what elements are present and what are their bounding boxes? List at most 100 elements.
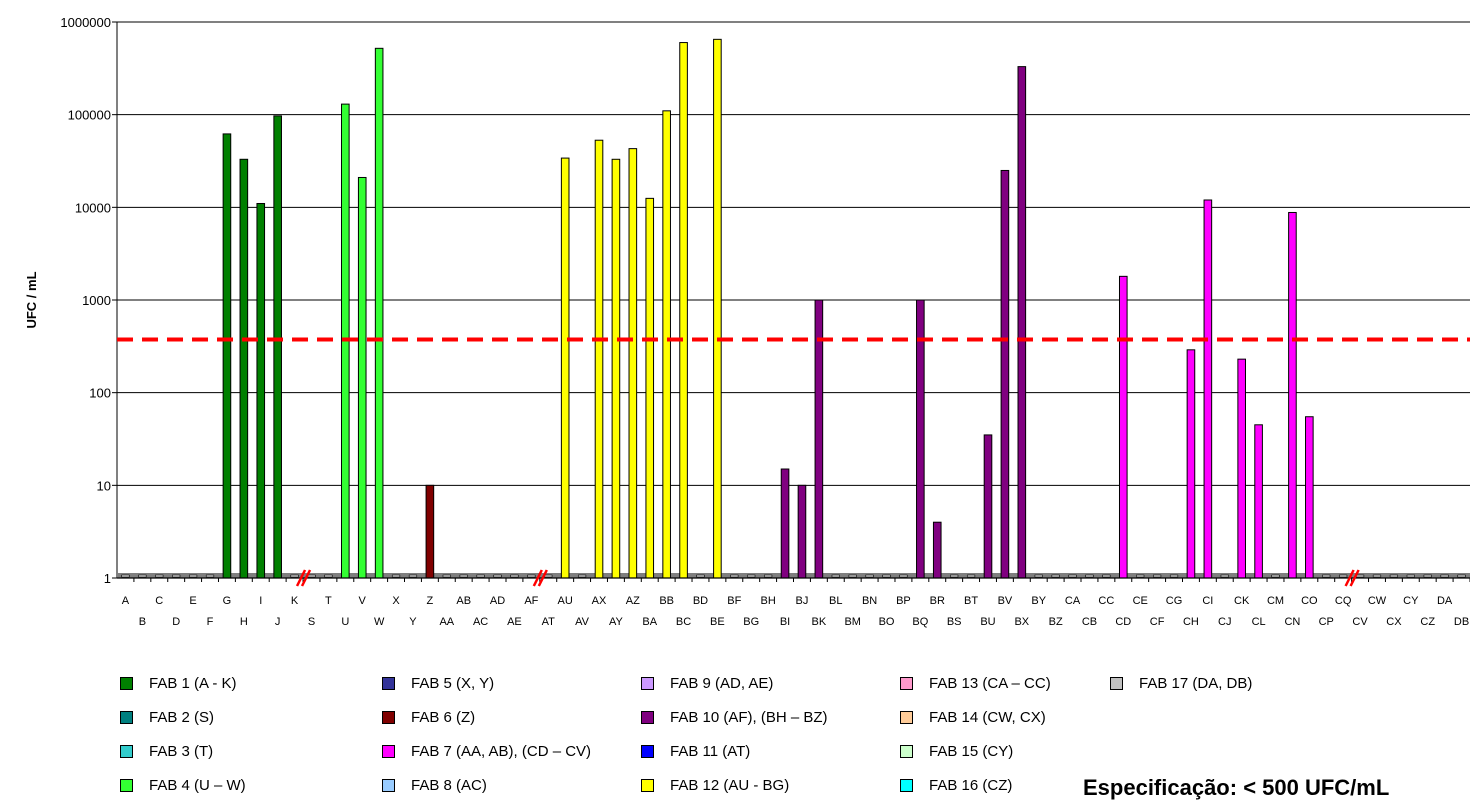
bar-CK <box>1237 358 1246 579</box>
bar-AX <box>594 139 604 579</box>
bar-AE <box>510 574 519 578</box>
bar-BP <box>899 574 908 578</box>
x-tick-label: Z <box>427 595 434 607</box>
bar-CH <box>1186 349 1196 579</box>
x-tick-label: BH <box>760 595 775 607</box>
bar-BO <box>882 574 891 578</box>
x-tick-label: CP <box>1319 616 1334 628</box>
x-tick-label: CQ <box>1335 595 1352 607</box>
x-tick-label: AE <box>507 616 522 628</box>
x-tick-label: B <box>139 616 146 628</box>
axis-break-mark <box>300 569 312 587</box>
bar-CD <box>1118 275 1128 579</box>
bar-CY <box>1406 574 1415 578</box>
bar-BQ <box>916 299 925 579</box>
x-tick-label: BI <box>780 616 790 628</box>
x-tick-label: BQ <box>912 616 928 628</box>
x-tick-label: I <box>259 595 262 607</box>
bar-BF <box>730 574 739 578</box>
bar-F <box>205 574 215 578</box>
y-tick-label: 1 <box>104 571 111 586</box>
x-tick-label: BX <box>1014 616 1029 628</box>
x-tick-label: CY <box>1403 595 1419 607</box>
x-tick-label: CJ <box>1218 616 1231 628</box>
y-tick-label: 100 <box>89 386 111 401</box>
bar-CO <box>1305 416 1314 579</box>
bar-AA <box>442 574 451 578</box>
x-tick-label: BE <box>710 616 725 628</box>
x-tick-label: BU <box>980 616 995 628</box>
x-tick-label: CV <box>1352 616 1368 628</box>
x-tick-label: CO <box>1301 595 1318 607</box>
x-tick-label: CE <box>1133 595 1148 607</box>
x-tick-label: CM <box>1267 595 1284 607</box>
x-tick-label: AX <box>592 595 607 607</box>
x-tick-label: V <box>359 595 367 607</box>
bar-CN <box>1288 211 1297 579</box>
x-tick-label: BS <box>947 616 962 628</box>
x-tick-label: AD <box>490 595 505 607</box>
bar-CL <box>1254 424 1263 579</box>
y-tick-label: 10 <box>97 478 111 493</box>
bar-AT <box>544 574 553 578</box>
bar-BU <box>983 434 993 579</box>
x-tick-label: BB <box>659 595 674 607</box>
x-tick-label: W <box>374 616 385 628</box>
bar-S <box>307 574 316 578</box>
bar-AV <box>577 574 587 578</box>
bar-BM <box>848 574 857 578</box>
bar-BE <box>713 38 722 579</box>
y-tick-label: 10000 <box>75 200 111 215</box>
x-tick-label: AB <box>456 595 471 607</box>
x-tick-label: C <box>155 595 163 607</box>
bar-CZ <box>1423 574 1432 578</box>
bar-BD <box>696 574 705 578</box>
bar-BY <box>1034 574 1043 578</box>
bar-BK <box>814 299 824 579</box>
x-tick-label: K <box>291 595 299 607</box>
axis-break-mark <box>532 569 543 587</box>
x-tick-label: CF <box>1150 616 1165 628</box>
bar-CV <box>1355 574 1365 578</box>
x-tick-label: BA <box>642 616 657 628</box>
x-tick-label: CA <box>1065 595 1081 607</box>
x-tick-label: CW <box>1368 595 1387 607</box>
x-tick-label: BF <box>727 595 741 607</box>
x-tick-label: F <box>207 616 214 628</box>
x-tick-label: BG <box>743 616 759 628</box>
bar-A <box>121 574 130 578</box>
x-tick-label: BR <box>930 595 945 607</box>
bar-BZ <box>1051 574 1060 578</box>
axis-break-mark <box>1344 569 1355 587</box>
bar-W <box>374 47 384 579</box>
axis-break-mark <box>1349 569 1360 587</box>
x-tick-label: AZ <box>626 595 640 607</box>
bar-CX <box>1389 574 1398 578</box>
y-tick-label: 1000000 <box>60 15 111 30</box>
x-tick-label: BL <box>829 595 842 607</box>
x-tick-label: CG <box>1166 595 1183 607</box>
bar-E <box>189 574 198 578</box>
bar-B <box>138 574 147 578</box>
bar-C <box>155 574 164 578</box>
bar-DB <box>1457 574 1466 578</box>
x-tick-label: AA <box>439 616 454 628</box>
x-tick-label: BK <box>812 616 827 628</box>
x-tick-label: AT <box>542 616 556 628</box>
x-tick-label: DA <box>1437 595 1453 607</box>
bar-AB <box>459 574 468 578</box>
x-tick-label: S <box>308 616 315 628</box>
x-tick-label: D <box>172 616 180 628</box>
bar-T <box>324 574 333 578</box>
bar-BL <box>831 574 840 578</box>
x-tick-label: CC <box>1098 595 1114 607</box>
x-tick-label: J <box>275 616 281 628</box>
bar-BR <box>932 521 942 579</box>
bar-Y <box>408 574 418 578</box>
x-tick-label: AC <box>473 616 488 628</box>
bar-J <box>273 115 282 579</box>
x-tick-label: BC <box>676 616 691 628</box>
bar-AF <box>527 574 536 578</box>
bar-BG <box>747 574 756 578</box>
